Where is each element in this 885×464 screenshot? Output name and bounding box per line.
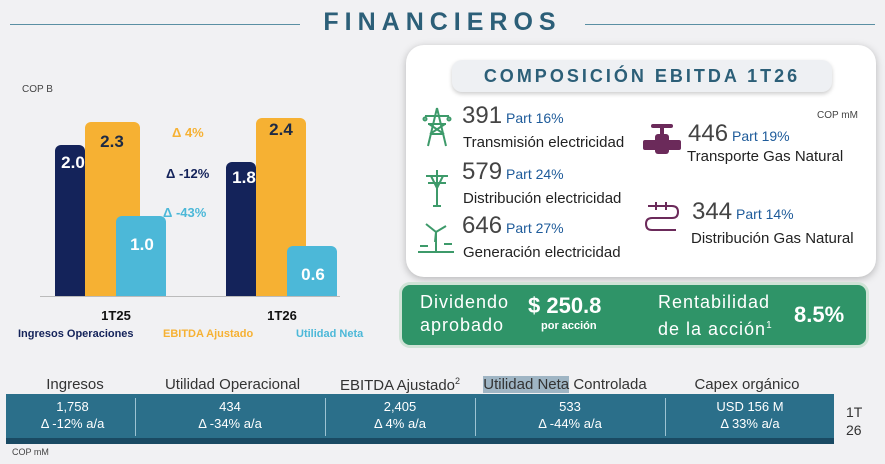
summary-table-shadow bbox=[6, 394, 834, 444]
cell-value: 434 bbox=[219, 399, 241, 414]
rentabilidad-label: Rentabilidad de la acción1 bbox=[658, 291, 773, 341]
value-text: 446 bbox=[688, 120, 729, 147]
label-1t25-utilidad: 1.0 bbox=[130, 235, 154, 254]
dividend-sub: por acción bbox=[541, 320, 597, 332]
divider-4 bbox=[665, 398, 666, 436]
header-ebitda-ajustado: EBITDA Ajustado2 bbox=[325, 376, 475, 394]
period-line2: 26 bbox=[846, 422, 862, 438]
header-rest: Controlada bbox=[569, 376, 647, 393]
delta-utilidad: Δ -43% bbox=[163, 205, 207, 220]
cell-delta: Δ 33% a/a bbox=[720, 416, 780, 431]
power-pole-icon bbox=[422, 168, 452, 213]
ebitda-card-unit: COP mM bbox=[817, 110, 858, 121]
label-1t26-ebitda: 2.4 bbox=[269, 120, 293, 139]
chart-baseline bbox=[40, 296, 340, 297]
ebitda-item-transporte-gas-name: Transporte Gas Natural bbox=[687, 148, 844, 165]
cell-delta: Δ -12% a/a bbox=[40, 416, 105, 431]
divider-3 bbox=[475, 398, 476, 436]
rentabilidad-value: 8.5% bbox=[794, 302, 845, 327]
title-rule-right bbox=[585, 24, 875, 25]
table-unit: COP mM bbox=[12, 447, 49, 457]
legend-ingresos: Ingresos Operaciones bbox=[18, 328, 134, 340]
gas-valve-icon bbox=[641, 122, 683, 163]
page-title: FINANCIEROS bbox=[323, 8, 562, 36]
ebitda-item-distribucion-gas-value: 344 Part 14% bbox=[692, 198, 794, 226]
dividend-label-line1: Dividendo bbox=[420, 292, 510, 312]
cell-delta: Δ -44% a/a bbox=[538, 416, 602, 431]
label-1t25-ingresos: 2.0 bbox=[61, 153, 85, 172]
period-label: 1T 26 bbox=[846, 403, 862, 439]
rentabilidad-line2-text: de la acción bbox=[658, 319, 767, 339]
cell-capex-organico: USD 156 M Δ 33% a/a bbox=[670, 394, 830, 443]
header-utilidad-operacional: Utilidad Operacional bbox=[164, 376, 301, 393]
wind-turbine-icon bbox=[416, 220, 456, 259]
legend-ebitda: EBITDA Ajustado bbox=[163, 328, 254, 340]
ebitda-card-title: COMPOSICIÓN EBITDA 1T26 bbox=[452, 60, 832, 92]
cell-utilidad-operacional: 434 Δ -34% a/a bbox=[140, 394, 320, 443]
label-1t26-ingresos: 1.8 bbox=[232, 168, 256, 187]
cell-value: 2,405 bbox=[383, 399, 417, 414]
ebitda-item-transmision-value: 391 Part 16% bbox=[462, 102, 564, 130]
legend-utilidad: Utilidad Neta bbox=[296, 328, 364, 340]
gas-pipe-icon bbox=[642, 198, 682, 243]
value-text: 579 bbox=[462, 158, 503, 185]
label-1t26-utilidad: 0.6 bbox=[301, 265, 325, 284]
ebitda-item-transmision-name: Transmisión electricidad bbox=[463, 134, 625, 151]
header-ingresos: Ingresos bbox=[46, 376, 104, 393]
ebitda-item-generacion-name: Generación electricidad bbox=[463, 244, 621, 261]
ebitda-item-distribucion-name: Distribución electricidad bbox=[463, 190, 622, 207]
part-text: Part 16% bbox=[506, 110, 564, 126]
header-capex-organico: Capex orgánico bbox=[694, 376, 800, 393]
category-1t25: 1T25 bbox=[101, 308, 131, 323]
category-1t26: 1T26 bbox=[267, 308, 297, 323]
label-1t25-ebitda: 2.3 bbox=[100, 132, 124, 151]
header-highlight: Utilidad Neta bbox=[483, 376, 570, 393]
divider-1 bbox=[135, 398, 136, 436]
chart-unit: COP B bbox=[22, 84, 53, 95]
divider-2 bbox=[325, 398, 326, 436]
header-utilidad-neta-controlada: Utilidad Neta Controlada bbox=[478, 376, 652, 393]
bar-1t25-ingresos bbox=[55, 145, 85, 296]
value-text: 391 bbox=[462, 102, 503, 129]
cell-delta: Δ 4% a/a bbox=[373, 416, 427, 431]
bar-1t26-utilidad bbox=[287, 246, 337, 296]
period-line1: 1T bbox=[846, 404, 863, 420]
cell-value: USD 156 M bbox=[716, 399, 784, 414]
cell-delta: Δ -34% a/a bbox=[198, 416, 262, 431]
part-text: Part 27% bbox=[506, 220, 564, 236]
dividend-label: Dividendo aprobado bbox=[420, 291, 509, 337]
value-text: 646 bbox=[462, 212, 503, 239]
ebitda-item-generacion-value: 646 Part 27% bbox=[462, 212, 564, 240]
part-text: Part 19% bbox=[732, 128, 790, 144]
cell-value: 1,758 bbox=[56, 399, 89, 414]
delta-ebitda: Δ 4% bbox=[172, 125, 204, 140]
bar-1t25-utilidad bbox=[116, 216, 166, 296]
value-text: 344 bbox=[692, 198, 733, 225]
footnote-1: 1 bbox=[766, 320, 773, 331]
ebitda-item-distribucion-value: 579 Part 24% bbox=[462, 158, 564, 186]
cell-ingresos: 1,758 Δ -12% a/a bbox=[10, 394, 135, 443]
footnote-2: 2 bbox=[455, 376, 461, 386]
header-ebitda-text: EBITDA Ajustado bbox=[339, 377, 456, 394]
title-rule-left bbox=[10, 24, 300, 25]
dividend-box: Dividendo aprobado $ 250.8 por acción Re… bbox=[402, 285, 866, 345]
ebitda-item-distribucion-gas-name: Distribución Gas Natural bbox=[691, 230, 854, 247]
ebitda-item-transporte-gas-value: 446 Part 19% bbox=[688, 120, 790, 148]
rentabilidad-line1: Rentabilidad bbox=[658, 292, 771, 312]
delta-ingresos: Δ -12% bbox=[166, 166, 210, 181]
summary-table-bar bbox=[6, 394, 834, 444]
transmission-tower-icon bbox=[420, 106, 454, 153]
dividend-value: $ 250.8 bbox=[528, 293, 602, 318]
part-text: Part 24% bbox=[506, 166, 564, 182]
rentabilidad-line2: de la acción1 bbox=[658, 314, 773, 341]
cell-ebitda-ajustado: 2,405 Δ 4% a/a bbox=[330, 394, 470, 443]
bar-1t26-ingresos bbox=[226, 162, 256, 296]
cell-utilidad-neta: 533 Δ -44% a/a bbox=[480, 394, 660, 443]
dividend-label-line2: aprobado bbox=[420, 315, 505, 335]
cell-value: 533 bbox=[559, 399, 581, 414]
part-text: Part 14% bbox=[736, 206, 794, 222]
